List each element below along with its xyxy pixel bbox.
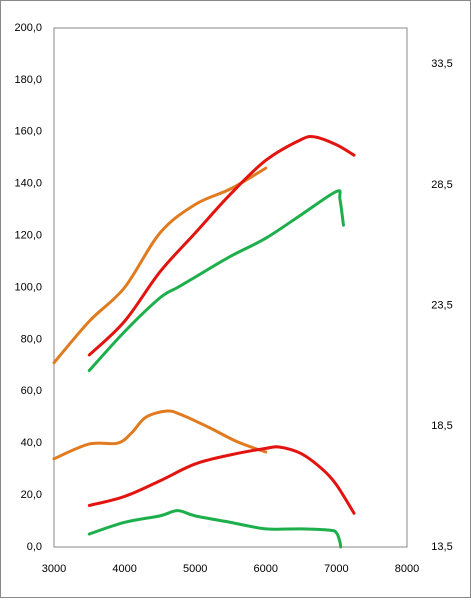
series-line xyxy=(87,509,343,549)
plot-area xyxy=(53,27,408,548)
x-tick-label: 8000 xyxy=(395,563,419,575)
y-tick-label: 140,0 xyxy=(14,178,42,190)
y-tick-label: 60,0 xyxy=(21,385,42,397)
x-tick-label: 5000 xyxy=(183,563,207,575)
y2-tick-label: 33,5 xyxy=(431,58,452,70)
x-tick-label: 6000 xyxy=(254,563,278,575)
series-layer xyxy=(52,134,356,549)
x-tick-label: 7000 xyxy=(324,563,348,575)
y2-tick-label: 28,5 xyxy=(431,179,452,191)
y-tick-label: 160,0 xyxy=(14,126,42,138)
y2-tick-label: 18,5 xyxy=(431,420,452,432)
y-tick-label: 200,0 xyxy=(14,22,42,34)
y2-tick-label: 13,5 xyxy=(431,541,452,553)
series-line xyxy=(52,409,268,461)
y-tick-label: 20,0 xyxy=(21,489,42,501)
label-layer: 0,0 20,0 40,0 60,0 80,0 100,0 120,0 140,0 160,0 1… xyxy=(14,22,452,575)
x-tick-label: 4000 xyxy=(112,563,136,575)
y-tick-label: 0,0 xyxy=(27,541,42,553)
y-tick-label: 80,0 xyxy=(21,333,42,345)
series-line xyxy=(52,166,268,365)
y-tick-label: 120,0 xyxy=(14,230,42,242)
y-tick-label: 180,0 xyxy=(14,74,42,86)
y-tick-label: 40,0 xyxy=(21,437,42,449)
y-tick-label: 100,0 xyxy=(14,281,42,293)
series-line xyxy=(87,134,356,357)
x-tick-label: 3000 xyxy=(42,563,66,575)
series-line xyxy=(87,189,345,373)
series-line xyxy=(87,445,356,515)
y2-tick-label: 23,5 xyxy=(431,300,452,312)
